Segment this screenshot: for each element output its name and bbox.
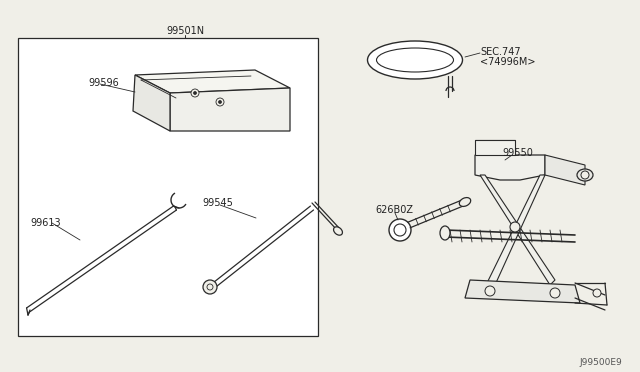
- Circle shape: [394, 224, 406, 236]
- Circle shape: [389, 219, 411, 241]
- Ellipse shape: [367, 41, 463, 79]
- Circle shape: [193, 92, 196, 94]
- Circle shape: [593, 289, 601, 297]
- Text: SEC.747: SEC.747: [480, 47, 520, 57]
- Circle shape: [216, 98, 224, 106]
- Text: 99596: 99596: [88, 78, 119, 88]
- Circle shape: [581, 171, 589, 179]
- Ellipse shape: [440, 226, 450, 240]
- Polygon shape: [545, 155, 585, 185]
- Circle shape: [510, 222, 520, 232]
- Polygon shape: [135, 70, 290, 93]
- Bar: [18, 38, 318, 336]
- Polygon shape: [487, 175, 545, 285]
- Polygon shape: [475, 140, 515, 155]
- Ellipse shape: [333, 227, 342, 235]
- Circle shape: [207, 284, 213, 290]
- Text: 626B0Z: 626B0Z: [375, 205, 413, 215]
- Circle shape: [218, 100, 221, 103]
- Polygon shape: [475, 155, 545, 180]
- Ellipse shape: [577, 169, 593, 181]
- Text: 99550: 99550: [502, 148, 533, 158]
- Circle shape: [203, 280, 217, 294]
- Polygon shape: [480, 175, 555, 285]
- Circle shape: [191, 89, 199, 97]
- Polygon shape: [133, 75, 170, 131]
- Polygon shape: [170, 88, 290, 131]
- Text: J99500E9: J99500E9: [579, 358, 622, 367]
- Polygon shape: [465, 280, 580, 303]
- Text: 99501N: 99501N: [166, 26, 204, 36]
- Circle shape: [550, 288, 560, 298]
- Text: 99613: 99613: [30, 218, 61, 228]
- Text: 99545: 99545: [202, 198, 233, 208]
- Text: <74996M>: <74996M>: [480, 57, 536, 67]
- Ellipse shape: [376, 48, 454, 72]
- Ellipse shape: [460, 198, 470, 206]
- Circle shape: [485, 286, 495, 296]
